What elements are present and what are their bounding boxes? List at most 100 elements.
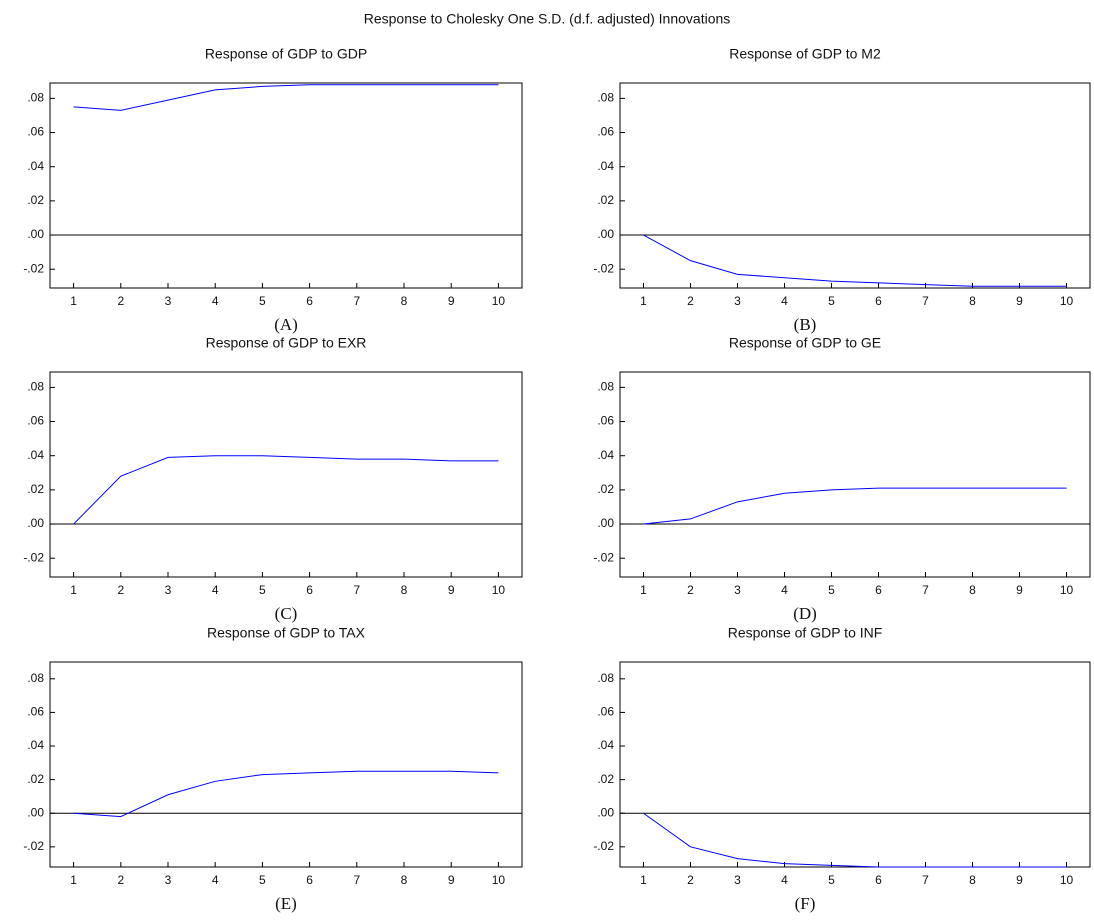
x-tick-label: 1: [640, 583, 647, 597]
x-tick-label: 7: [922, 294, 929, 308]
y-tick-label: .06: [597, 125, 614, 139]
line-series: [73, 84, 499, 111]
x-tick-label: 5: [828, 294, 835, 308]
x-tick-label: 10: [492, 583, 506, 597]
y-tick-label: .00: [27, 227, 44, 241]
y-tick-label: .06: [27, 414, 44, 428]
plot-frame: [619, 661, 1091, 868]
y-tick-label: -.02: [23, 550, 44, 564]
x-tick-label: 9: [1016, 583, 1023, 597]
x-tick-label: 3: [734, 294, 741, 308]
y-tick-label: .08: [27, 671, 44, 685]
y-tick-label: .04: [597, 448, 614, 462]
panel-caption: (E): [275, 894, 297, 913]
x-tick-label: 7: [353, 583, 360, 597]
x-tick-label: 7: [353, 294, 360, 308]
x-tick-label: 3: [734, 873, 741, 887]
x-tick-label: 9: [448, 873, 455, 887]
panel-title: Response of GDP to GDP: [205, 46, 367, 62]
y-tick-label: .02: [597, 482, 614, 496]
y-tick-label: .06: [27, 705, 44, 719]
y-tick-label: .04: [27, 738, 44, 752]
x-tick-label: 5: [259, 583, 266, 597]
y-tick-label: .08: [27, 91, 44, 105]
x-tick-label: 7: [922, 873, 929, 887]
x-tick-label: 6: [875, 583, 882, 597]
x-tick-label: 6: [875, 294, 882, 308]
y-tick-label: -.02: [593, 839, 614, 853]
line-series: [73, 770, 499, 818]
line-series: [643, 487, 1067, 525]
panel-caption: (B): [794, 315, 817, 334]
y-tick-label: .08: [27, 380, 44, 394]
panel-title: Response of GDP to TAX: [207, 625, 366, 641]
x-tick-label: 2: [687, 583, 694, 597]
y-tick-label: .04: [27, 159, 44, 173]
x-tick-label: 1: [640, 294, 647, 308]
y-tick-label: .06: [597, 414, 614, 428]
y-tick-label: .04: [27, 448, 44, 462]
line-series: [643, 812, 1067, 868]
y-tick-label: -.02: [593, 261, 614, 275]
x-tick-label: 1: [70, 873, 77, 887]
plot-frame: [49, 82, 523, 289]
y-tick-label: .06: [27, 125, 44, 139]
panel-title: Response of GDP to M2: [729, 46, 881, 62]
y-tick-label: .00: [27, 516, 44, 530]
plot-frame: [49, 661, 523, 868]
x-tick-label: 8: [969, 294, 976, 308]
x-tick-label: 10: [1060, 873, 1074, 887]
x-tick-label: 7: [922, 583, 929, 597]
x-tick-label: 10: [1060, 583, 1074, 597]
x-tick-label: 4: [212, 294, 219, 308]
x-tick-label: 8: [401, 583, 408, 597]
x-tick-label: 9: [448, 294, 455, 308]
x-tick-label: 4: [212, 583, 219, 597]
x-tick-label: 5: [828, 583, 835, 597]
x-tick-label: 3: [165, 294, 172, 308]
plot-frame: [619, 82, 1091, 289]
x-tick-label: 4: [781, 583, 788, 597]
line-series: [643, 234, 1067, 287]
x-tick-label: 2: [117, 873, 124, 887]
x-tick-label: 2: [117, 583, 124, 597]
x-tick-label: 6: [875, 873, 882, 887]
y-tick-label: .02: [27, 772, 44, 786]
figure-title: Response to Cholesky One S.D. (d.f. adju…: [364, 11, 731, 27]
x-tick-label: 2: [687, 294, 694, 308]
x-tick-label: 1: [70, 294, 77, 308]
x-tick-label: 3: [734, 583, 741, 597]
x-tick-label: 1: [70, 583, 77, 597]
x-tick-label: 3: [165, 873, 172, 887]
panel-caption: (A): [274, 315, 298, 334]
plot-frame: [619, 371, 1091, 578]
panel-title: Response of GDP to EXR: [206, 335, 367, 351]
x-tick-label: 8: [969, 873, 976, 887]
x-tick-label: 9: [1016, 294, 1023, 308]
y-tick-label: .08: [597, 380, 614, 394]
y-tick-label: .00: [27, 805, 44, 819]
y-tick-label: .00: [597, 227, 614, 241]
x-tick-label: 4: [781, 294, 788, 308]
x-tick-label: 5: [259, 873, 266, 887]
x-tick-label: 10: [492, 294, 506, 308]
x-tick-label: 6: [306, 873, 313, 887]
y-tick-label: .06: [597, 705, 614, 719]
x-tick-label: 6: [306, 294, 313, 308]
y-tick-label: .02: [27, 193, 44, 207]
x-tick-label: 10: [1060, 294, 1074, 308]
x-tick-label: 8: [401, 294, 408, 308]
x-tick-label: 6: [306, 583, 313, 597]
line-series: [73, 455, 499, 525]
y-tick-label: .00: [597, 516, 614, 530]
x-tick-label: 5: [259, 294, 266, 308]
y-tick-label: .02: [597, 772, 614, 786]
y-tick-label: .04: [597, 159, 614, 173]
x-tick-label: 8: [969, 583, 976, 597]
y-tick-label: .02: [597, 193, 614, 207]
x-tick-label: 9: [1016, 873, 1023, 887]
plot-frame: [49, 371, 523, 578]
x-tick-label: 4: [781, 873, 788, 887]
y-tick-label: -.02: [23, 839, 44, 853]
